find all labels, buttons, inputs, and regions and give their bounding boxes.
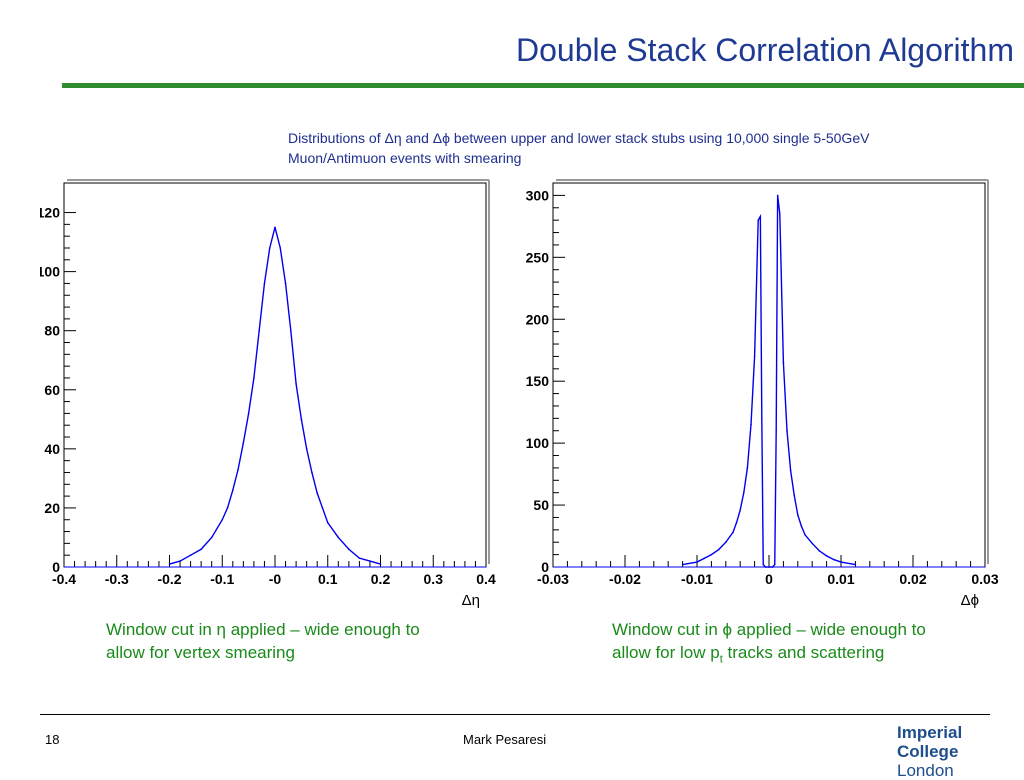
phi-caption-line-2-pre: allow for low p [612,643,720,662]
phi-y-tick-label: 300 [526,187,550,203]
phi-x-tick-label: -0.03 [537,571,569,587]
eta-x-tick-label: 0.3 [424,571,444,587]
delta-phi-histogram: -0.03 -0.02 -0.01 0 0.01 0.02 0.03 0 50 100 150 200… [526,179,999,609]
phi-window-caption: Window cut in ϕ applied – wide enough to… [612,618,1012,671]
phi-caption-line-2-post: tracks and scattering [722,643,885,662]
phi-x-tick-label: -0.01 [681,571,713,587]
footer-rule [40,714,990,715]
eta-x-tick-label: 0.4 [476,571,496,587]
title-underline [62,83,1024,88]
phi-x-tick-label: 0.01 [827,571,854,587]
phi-y-tick-label: 250 [526,249,550,265]
phi-caption-line-1: Window cut in ϕ applied – wide enough to [612,620,926,639]
author-name: Mark Pesaresi [463,732,547,747]
phi-caption-line-2: allow for low pt tracks and scattering [612,641,1012,671]
page-number: 18 [45,732,60,747]
phi-series-line [682,195,856,568]
eta-x-tick-label: -0.4 [52,571,76,587]
delta-eta-histogram-panel: -0.4 -0.3 -0.2 -0.1 -0 0.1 0.2 0.3 0.4 0 20 40 60 80 1… [37,178,500,613]
logo-line-2: London [897,761,954,780]
eta-y-tick-label: 20 [44,500,60,516]
eta-x-tick-label: -0 [269,571,282,587]
eta-y-tick-label: 0 [52,559,60,575]
phi-y-tick-label: 0 [541,559,549,575]
phi-x-tick-label: 0 [765,571,773,587]
eta-y-tick-label: 60 [44,382,60,398]
eta-series-line [169,227,381,565]
phi-y-tick-label: 50 [533,497,549,513]
phi-caption-subscript: t [719,653,723,666]
eta-x-tick-label: -0.2 [157,571,181,587]
eta-window-caption: Window cut in η applied – wide enough to… [106,618,506,664]
eta-y-tick-label: 100 [40,264,60,280]
eta-x-tick-label: -0.3 [105,571,129,587]
phi-x-tick-label: 0.02 [899,571,926,587]
eta-x-axis-label: Δη [462,592,480,608]
phi-x-axis-label: Δϕ [961,592,979,608]
eta-y-tick-label: 80 [44,323,60,339]
description-line-2: Muon/Antimuon events with smearing [288,150,522,166]
logo-line-1: Imperial College [897,723,963,761]
eta-x-tick-label: 0.2 [371,571,391,587]
eta-caption-line-2: allow for vertex smearing [106,643,295,662]
delta-phi-histogram-panel: -0.03 -0.02 -0.01 0 0.01 0.02 0.03 0 50 100 150 200… [515,178,1000,613]
slide-title: Double Stack Correlation Algorithm [515,32,1014,68]
slide-description: Distributions of Δη and Δϕ between upper… [288,128,1008,168]
eta-x-tick-label: -0.1 [210,571,234,587]
phi-x-tick-label: 0.03 [971,571,998,587]
phi-y-tick-label: 150 [526,373,550,389]
phi-plot-frame [552,182,986,568]
description-line-1: Distributions of Δη and Δϕ between upper… [288,130,870,146]
delta-eta-histogram: -0.4 -0.3 -0.2 -0.1 -0 0.1 0.2 0.3 0.4 0 20 40 60 80 1… [37,179,496,609]
eta-caption-line-1: Window cut in η applied – wide enough to [106,620,420,639]
imperial-college-logo: Imperial College London [897,723,1017,780]
phi-y-tick-label: 200 [526,311,550,327]
phi-x-tick-label: -0.02 [609,571,641,587]
eta-plot-frame [63,182,487,568]
eta-y-tick-label: 120 [40,205,60,221]
eta-x-tick-label: 0.1 [318,571,338,587]
phi-y-tick-label: 100 [526,435,550,451]
eta-y-tick-label: 40 [44,441,60,457]
